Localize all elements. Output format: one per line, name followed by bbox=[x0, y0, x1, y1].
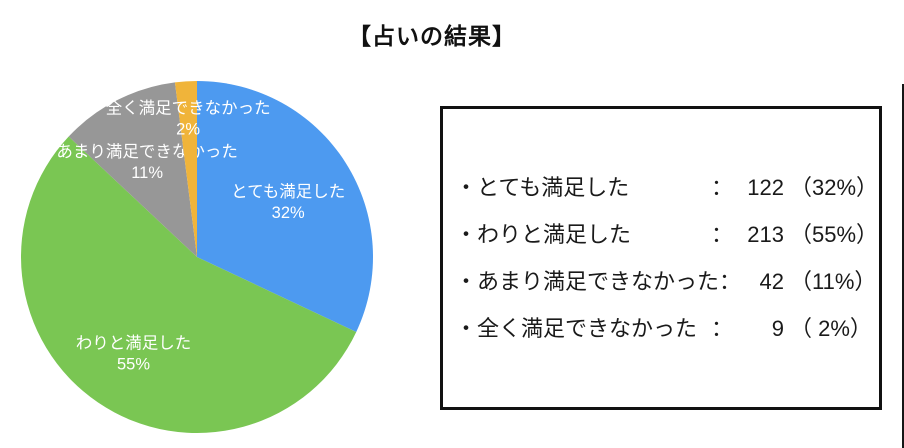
pie-slice-0 bbox=[197, 81, 374, 332]
legend-label: ・とても満足した bbox=[455, 175, 630, 200]
pie-slice-3 bbox=[174, 81, 197, 257]
legend-colon: ： bbox=[710, 222, 733, 247]
legend-colon: ： bbox=[719, 269, 742, 294]
legend-row: ・あまり満足できなかった ： 42 （11%） bbox=[455, 258, 877, 305]
legend-percent: （32%） bbox=[790, 175, 879, 200]
legend-row: ・全く満足できなかった ： 9 （ 2%） bbox=[455, 305, 872, 352]
legend-count: 9 bbox=[771, 316, 784, 341]
legend-row: ・わりと満足した ： 213 （55%） bbox=[455, 211, 879, 258]
legend-count: 42 bbox=[759, 269, 784, 294]
pie-slice-label-3: 全く満足できなかった 2% bbox=[106, 98, 271, 138]
legend-label: ・全く満足できなかった bbox=[455, 316, 698, 341]
pie-slice-1 bbox=[21, 136, 357, 433]
page-title: 【占いの結果】 bbox=[348, 23, 516, 49]
legend-row: ・とても満足した ： 122 （32%） bbox=[455, 164, 879, 211]
legend-percent: （55%） bbox=[790, 222, 879, 247]
pie-slice-2 bbox=[68, 82, 197, 257]
pie-slice-label-0: とても満足した 32% bbox=[231, 182, 345, 222]
legend-box: ・とても満足した ： 122 （32%） ・わりと満足した ： 213 （55%… bbox=[440, 106, 882, 410]
legend-count: 213 bbox=[747, 222, 784, 247]
legend-label: ・わりと満足した bbox=[455, 222, 632, 247]
legend-colon: ： bbox=[710, 316, 733, 341]
screen-edge-artifact bbox=[902, 84, 904, 448]
legend-colon: ： bbox=[710, 175, 733, 200]
legend-percent: （11%） bbox=[790, 269, 877, 294]
pie-slice-label-1: わりと満足した 55% bbox=[76, 334, 192, 374]
legend-label: ・あまり満足できなかった bbox=[455, 269, 720, 294]
legend-count: 122 bbox=[747, 175, 784, 200]
legend-percent: （ 2%） bbox=[790, 316, 872, 341]
pie-chart-svg: とても満足した 32%わりと満足した 55%あまり満足できなかった 11%全く満足でき… bbox=[21, 81, 374, 433]
